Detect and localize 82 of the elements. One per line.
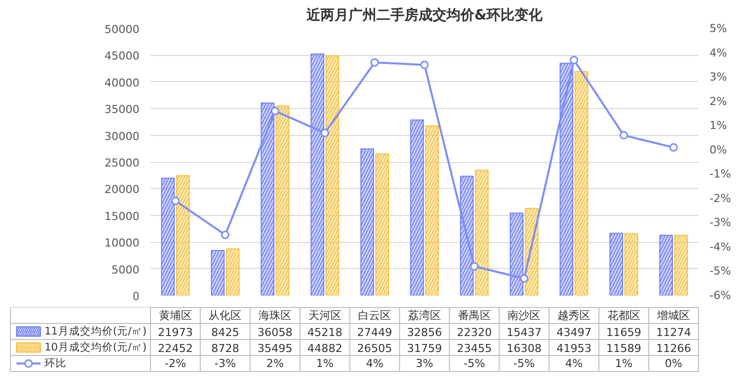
data-label: 43497 (556, 326, 592, 339)
data-label: 44882 (307, 342, 342, 355)
y-tick-label: 5000 (112, 263, 140, 276)
data-label: 31759 (407, 342, 442, 355)
y-tick-label: 20000 (104, 183, 140, 196)
data-label: 3% (416, 357, 434, 370)
y-tick-label: 0 (132, 290, 140, 303)
point (171, 196, 180, 206)
data-label: 11266 (656, 342, 692, 355)
data-label: 22320 (456, 326, 492, 339)
y-tick-label: 50000 (104, 23, 140, 36)
point (220, 230, 230, 240)
data-label: 32856 (407, 326, 442, 339)
y2-tick-label: -4% (710, 240, 731, 254)
x-tick-label: 荔湾区 (408, 309, 441, 322)
legend-label: 11月成交均价(元/㎡) (44, 324, 147, 338)
y-tick-label: 30000 (104, 130, 140, 143)
x-tick-label: 天河区 (308, 309, 342, 322)
data-label: 26505 (357, 342, 392, 355)
y2-tick-label: -6% (710, 289, 731, 302)
x-tick-label: 黄埔区 (158, 309, 192, 322)
data-label: -5% (464, 357, 486, 370)
data-label: 4% (366, 357, 384, 370)
data-label: 22452 (158, 342, 193, 355)
data-label: 15437 (506, 326, 542, 339)
y-tick-label: 10000 (104, 236, 140, 250)
data-label: 16308 (506, 342, 542, 355)
data-label: 41953 (556, 342, 592, 355)
legend-label: 环比 (44, 356, 66, 370)
y2-tick-label: -1% (710, 168, 731, 181)
point (420, 60, 429, 70)
data-label: -5% (513, 357, 535, 370)
x-tick-label: 白云区 (358, 309, 392, 322)
data-label: 36058 (258, 326, 293, 339)
data-label: 23455 (456, 342, 492, 355)
data-label: 11659 (606, 326, 642, 339)
y2-tick-label: 3% (710, 70, 727, 84)
data-label: 11589 (606, 342, 642, 355)
x-tick-label: 花都区 (607, 309, 640, 322)
data-label: 11274 (656, 326, 692, 339)
point (470, 262, 479, 271)
chart-title: 近两月广州二手房成交均价&环比变化 (305, 6, 544, 24)
y2-tick-label: -2% (710, 192, 731, 205)
data-label: 0% (664, 357, 682, 370)
y-tick-label: 15000 (104, 210, 140, 223)
point (320, 128, 330, 138)
y2-tick-label: 5% (710, 22, 727, 35)
point (520, 274, 528, 283)
data-label: 1% (615, 357, 632, 370)
data-label: 1% (316, 357, 334, 370)
point (669, 143, 678, 152)
data-label: 35495 (258, 342, 293, 355)
data-label: 8425 (211, 326, 240, 339)
y-tick-label: 40000 (104, 76, 140, 90)
y-tick-label: 45000 (104, 50, 140, 63)
data-label: -2% (164, 357, 186, 370)
data-label: 21973 (158, 326, 193, 339)
data-label: -3% (214, 357, 236, 370)
y-tick-label: 35000 (104, 103, 140, 116)
x-tick-label: 番禺区 (458, 309, 491, 322)
x-tick-label: 越秀区 (557, 309, 590, 322)
y2-tick-label: -5% (710, 264, 731, 278)
y2-tick-label: 0% (710, 143, 727, 156)
data-label: 2% (266, 357, 284, 370)
y2-tick-label: 2% (710, 94, 727, 108)
data-label: 27449 (357, 326, 392, 339)
x-tick-label: 海珠区 (258, 309, 292, 322)
data-label: 4% (565, 357, 583, 370)
x-tick-label: 增城区 (656, 309, 690, 322)
y-tick-label: 25000 (104, 156, 140, 170)
point (570, 56, 578, 64)
y2-tick-label: 4% (710, 46, 727, 60)
point (270, 106, 280, 116)
data-label: 8728 (211, 342, 240, 355)
y2-tick-label: 1% (710, 119, 727, 132)
y2-tick-label: -3% (710, 216, 731, 230)
point (370, 58, 379, 67)
x-tick-label: 从化区 (208, 309, 242, 322)
point (620, 131, 628, 140)
data-label: 45218 (307, 326, 342, 339)
x-tick-label: 南沙区 (508, 309, 541, 322)
legend-label: 10月成交均价(元/㎡) (44, 340, 147, 354)
